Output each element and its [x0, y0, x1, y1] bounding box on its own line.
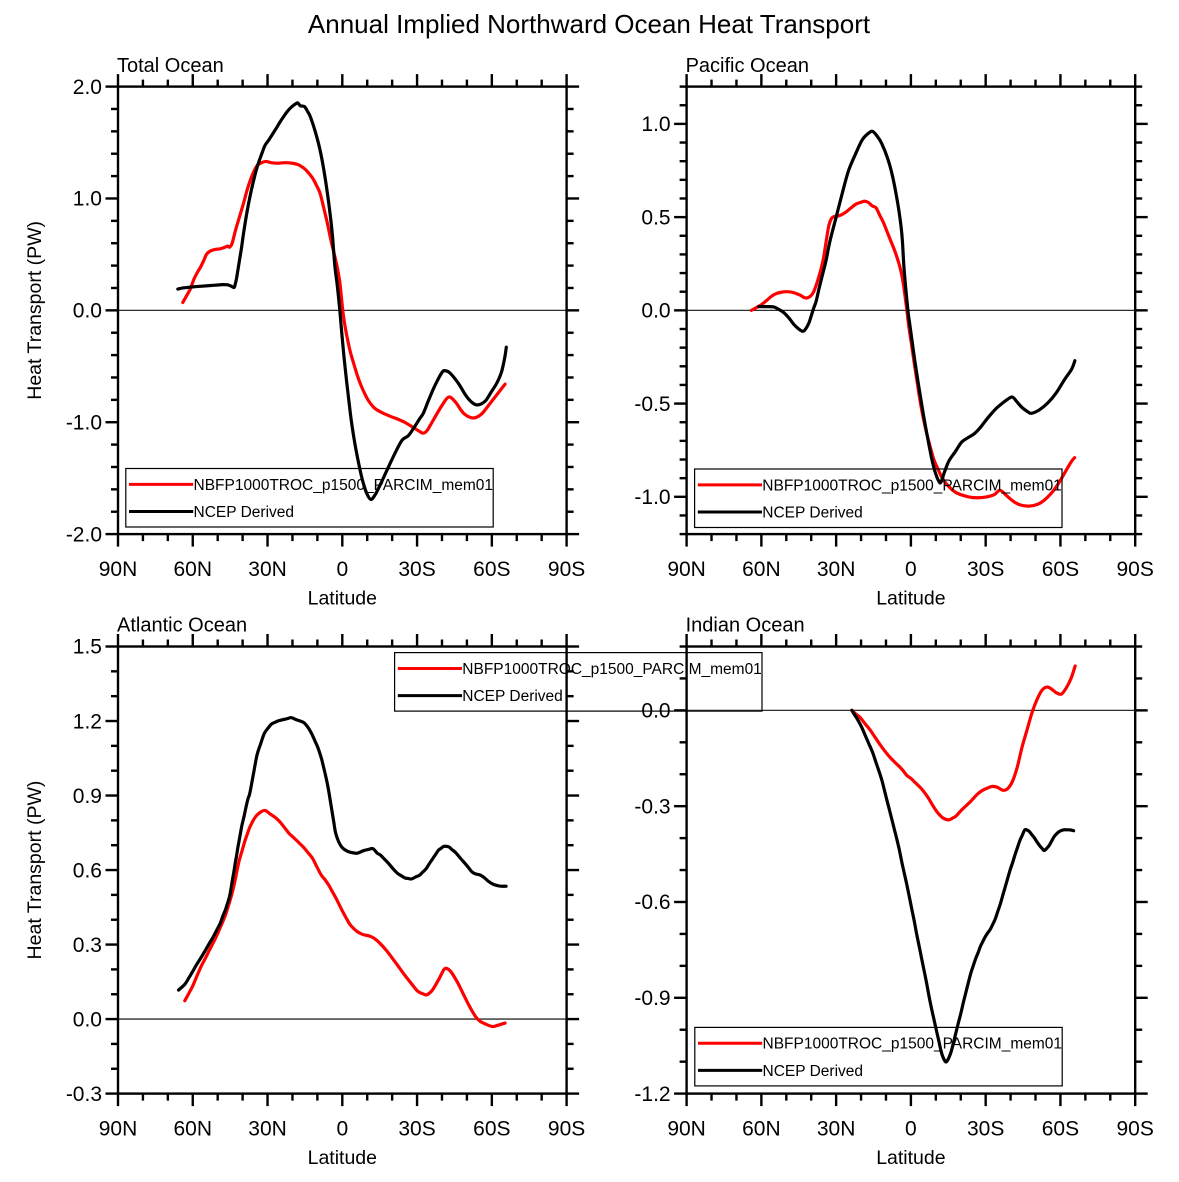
x-tick-label-atlantic: 90S [548, 1118, 585, 1141]
y-tick-label-indian: -1.2 [634, 1083, 670, 1106]
legend-atlantic: NBFP1000TROC_p1500_PARCIM_mem01 NCEP Deri… [394, 651, 763, 712]
y-tick-label-atlantic: 1.5 [73, 636, 102, 659]
y-axis-title-atlantic: Heat Transport (PW) [24, 781, 46, 960]
legend-total: NBFP1000TROC_p1500_PARCIM_mem01 NCEP Deri… [125, 467, 494, 528]
y-tick-label-total: 2.0 [73, 76, 102, 99]
legend-label-total: NCEP Derived [194, 504, 295, 521]
legend-label-pacific: NCEP Derived [762, 504, 863, 521]
x-tick-label-indian: 60S [1042, 1118, 1079, 1141]
series-ncep-total [176, 101, 508, 502]
x-tick-label-indian: 90S [1117, 1118, 1154, 1141]
y-tick-label-total: 1.0 [73, 188, 102, 211]
y-tick-label-pacific: -0.5 [634, 393, 670, 416]
series-ncep-atlantic [176, 715, 508, 992]
x-tick-label-atlantic: 60S [473, 1118, 510, 1141]
x-tick-label-indian: 0 [905, 1118, 917, 1141]
x-tick-label-pacific: 60S [1042, 558, 1079, 581]
x-tick-label-atlantic: 30S [398, 1118, 435, 1141]
y-tick-label-pacific: 0.5 [641, 206, 670, 229]
main-title: Annual Implied Northward Ocean Heat Tran… [308, 9, 871, 39]
y-tick-label-atlantic: 0.3 [73, 934, 102, 957]
legend-label-total: NBFP1000TROC_p1500_PARCIM_mem01 [194, 477, 494, 494]
panel-total: 2.0 1.0 0.0 -1.0 -2.0 90N 60N 30N 0 30S 60S 90S Tota… [24, 55, 585, 610]
legend-box-total [125, 467, 494, 528]
y-tick-label-pacific: -1.0 [634, 486, 670, 509]
ticks-atlantic [105, 634, 580, 1107]
y-tick-label-indian: -0.6 [634, 891, 670, 914]
x-tick-label-total: 60S [473, 558, 510, 581]
x-tick-label-pacific: 90N [667, 558, 706, 581]
y-tick-label-pacific: 1.0 [641, 113, 670, 136]
legend-box-atlantic [394, 651, 763, 712]
y-tick-label-total: 0.0 [73, 300, 102, 323]
panel-atlantic: 1.5 1.2 0.9 0.6 0.3 0.0 -0.3 90N 60N 30N 0 30S 60S 90… [24, 615, 585, 1169]
series-model-total [181, 159, 507, 435]
panel-title-total: Total Ocean [117, 55, 224, 77]
x-axis-title-pacific: Latitude [876, 588, 945, 610]
x-tick-label-pacific: 60N [742, 558, 781, 581]
x-tick-label-pacific: 30S [967, 558, 1004, 581]
x-tick-label-pacific: 90S [1117, 558, 1154, 581]
x-tick-label-total: 30S [398, 558, 435, 581]
x-tick-label-atlantic: 60N [174, 1118, 213, 1141]
x-tick-label-pacific: 30N [817, 558, 856, 581]
series-model-atlantic [183, 808, 507, 1029]
legend-box-indian [694, 1026, 1063, 1087]
x-tick-label-indian: 90N [667, 1118, 706, 1141]
y-tick-label-atlantic: 0.6 [73, 859, 102, 882]
panel-title-atlantic: Atlantic Ocean [117, 615, 247, 637]
x-tick-label-atlantic: 30N [248, 1118, 287, 1141]
x-axis-title-atlantic: Latitude [308, 1147, 377, 1169]
series-model-indian [850, 664, 1077, 822]
panel-title-indian: Indian Ocean [686, 615, 805, 637]
legend-label-pacific: NBFP1000TROC_p1500_PARCIM_mem01 [762, 477, 1062, 494]
y-tick-label-atlantic: 0.0 [73, 1008, 102, 1031]
x-tick-label-total: 0 [336, 558, 348, 581]
x-tick-label-total: 90N [99, 558, 138, 581]
x-tick-label-indian: 60N [742, 1118, 781, 1141]
frame-pacific [685, 85, 1137, 536]
x-tick-label-total: 90S [548, 558, 585, 581]
frame-atlantic [116, 645, 568, 1095]
y-tick-label-total: -2.0 [66, 523, 102, 546]
y-tick-label-indian: -0.9 [634, 987, 670, 1010]
panel-pacific: 1.0 0.5 0.0 -0.5 -1.0 90N 60N 30N 0 30S 60S 90S Paci… [634, 55, 1153, 610]
x-tick-label-total: 60N [174, 558, 213, 581]
x-tick-label-pacific: 0 [905, 558, 917, 581]
legend-label-atlantic: NCEP Derived [462, 688, 563, 705]
series-ncep-indian [850, 708, 1076, 1064]
legend-indian: NBFP1000TROC_p1500_PARCIM_mem01 NCEP Deri… [694, 1026, 1063, 1087]
series-model-pacific [749, 199, 1077, 508]
legend-label-indian: NCEP Derived [763, 1063, 864, 1080]
frame-indian [685, 645, 1137, 1095]
x-axis-title-total: Latitude [308, 588, 377, 610]
legend-label-indian: NBFP1000TROC_p1500_PARCIM_mem01 [763, 1036, 1063, 1053]
x-axis-title-indian: Latitude [876, 1147, 945, 1169]
y-tick-label-atlantic: 1.2 [73, 710, 102, 733]
x-tick-label-indian: 30S [967, 1118, 1004, 1141]
y-tick-label-atlantic: 0.9 [73, 785, 102, 808]
y-tick-label-indian: -0.3 [634, 795, 670, 818]
x-tick-label-indian: 30N [817, 1118, 856, 1141]
y-tick-label-pacific: 0.0 [641, 300, 670, 323]
x-tick-label-total: 30N [248, 558, 287, 581]
x-tick-label-atlantic: 90N [99, 1118, 138, 1141]
frame-total [116, 85, 568, 536]
series-ncep-pacific [757, 129, 1077, 485]
y-axis-title-total: Heat Transport (PW) [24, 221, 46, 400]
legend-pacific: NBFP1000TROC_p1500_PARCIM_mem01 NCEP Deri… [693, 468, 1063, 529]
panel-title-pacific: Pacific Ocean [686, 55, 809, 77]
x-tick-label-atlantic: 0 [336, 1118, 348, 1141]
legend-box-pacific [693, 468, 1063, 529]
legend-label-atlantic: NBFP1000TROC_p1500_PARCIM_mem01 [462, 661, 762, 678]
y-tick-label-atlantic: -0.3 [66, 1083, 102, 1106]
y-tick-label-total: -1.0 [66, 411, 102, 434]
